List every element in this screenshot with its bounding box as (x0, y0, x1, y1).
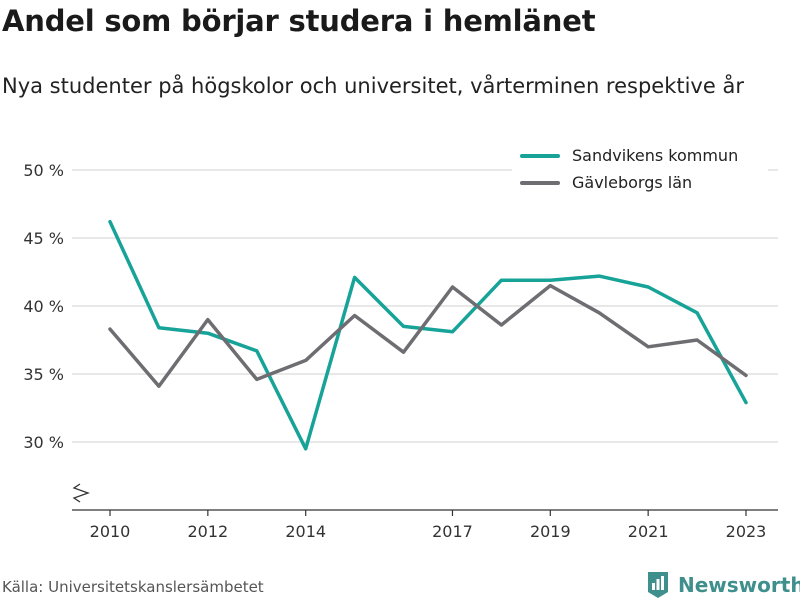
x-tick-label: 2019 (530, 522, 571, 541)
brand-name: Newsworthy (678, 573, 800, 597)
brand: Newsworthy (646, 570, 800, 600)
series-line-0 (108, 219, 748, 451)
tick-labels: 30 % 35 % 40 % 45 % 50 % 2010 2012 2014 2017 2019… (23, 161, 766, 541)
y-tick-label: 50 % (23, 161, 64, 180)
y-tick-label: 45 % (23, 229, 64, 248)
y-tick-label: 30 % (23, 433, 64, 452)
series-lines (108, 219, 748, 451)
legend-item-gavleborg: Gävleborgs län (520, 173, 692, 192)
series-line-1 (108, 283, 748, 388)
legend-label-sandviken: Sandvikens kommun (572, 146, 739, 165)
axis-break-icon (72, 483, 90, 503)
legend-label-gavleborg: Gävleborgs län (572, 173, 693, 192)
axes (72, 483, 778, 516)
legend-item-sandviken: Sandvikens kommun (520, 146, 738, 165)
x-tick-label: 2021 (628, 522, 669, 541)
chart-subtitle: Nya studenter på högskolor och universit… (2, 74, 744, 98)
legend-swatch-gavleborg (520, 180, 560, 185)
legend: Sandvikens kommun Gävleborgs län (512, 142, 768, 204)
legend-swatch-sandviken (520, 153, 560, 158)
x-tick-label: 2014 (285, 522, 326, 541)
x-tick-label: 2010 (90, 522, 131, 541)
source-note: Källa: Universitetskanslersämbetet (2, 578, 264, 596)
newsworthy-logo-icon (648, 572, 668, 598)
y-tick-label: 35 % (23, 365, 64, 384)
x-tick-label: 2012 (187, 522, 228, 541)
gridlines (72, 169, 778, 443)
x-tick-label: 2023 (726, 522, 767, 541)
chart-title: Andel som börjar studera i hemlänet (2, 4, 596, 38)
y-tick-label: 40 % (23, 297, 64, 316)
x-tick-label: 2017 (432, 522, 473, 541)
